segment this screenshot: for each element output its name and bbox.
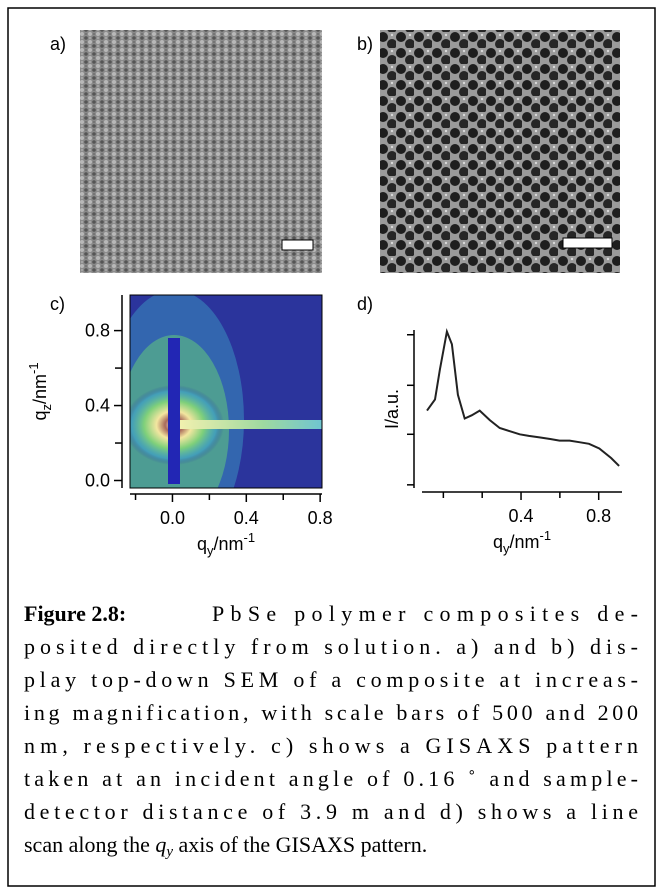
caption-label: Figure 2.8: (24, 601, 126, 626)
sem-image-a (80, 30, 322, 273)
axis-label-superscript: -1 (243, 530, 255, 545)
caption-subscript: y (164, 844, 173, 860)
scale-bar (562, 237, 613, 249)
axis-label-subscript: y (503, 541, 510, 556)
axis-label-symbol: q (30, 411, 50, 421)
sem-image-b (380, 30, 620, 273)
panel-label: b) (357, 34, 373, 54)
plot-frame (129, 294, 323, 489)
axis-label-symbol: q (197, 534, 207, 554)
x-tick-label: 0.4 (509, 506, 534, 526)
y-axis-label: qz/nm-1 (26, 362, 54, 420)
caption-line: detector distance of 3.9 m and d) shows … (24, 799, 638, 824)
caption-line: play top-down SEM of a composite at incr… (24, 667, 638, 692)
caption-line: nm, respectively. c) shows a GISAXS patt… (24, 733, 638, 758)
caption-line: ing magnification, with scale bars of 50… (24, 700, 638, 725)
caption-line: posited directly from solution. a) and b… (24, 634, 638, 659)
panel-label: d) (357, 294, 373, 314)
axis-label-unit: /nm (509, 532, 539, 552)
axis-label-superscript: -1 (539, 528, 551, 543)
x-axis-label: qy/nm-1 (197, 530, 255, 558)
scale-bar (281, 239, 314, 251)
x-tick-label: 0.8 (308, 508, 333, 528)
panel-label: c) (50, 294, 65, 314)
y-tick-label: 0.4 (85, 396, 110, 416)
caption-symbol: q (155, 832, 166, 857)
x-axis-label: qy/nm-1 (493, 528, 551, 556)
axis-label-unit: /nm (213, 534, 243, 554)
gisaxs-pattern (130, 295, 322, 488)
data-line (426, 328, 620, 467)
caption-text: axis of the GISAXS pattern. (173, 832, 427, 857)
y-tick-label: 0.8 (85, 321, 110, 341)
x-tick-label: 0.8 (586, 506, 611, 526)
axis-label-subscript: z (39, 404, 54, 411)
panel-label: a) (50, 34, 66, 54)
caption-text: scan along the (24, 832, 155, 857)
caption-line: scan along the qy axis of the GISAXS pat… (24, 832, 427, 860)
figure-border (7, 7, 656, 887)
caption-line: taken at an incident angle of 0.16 ˚ and… (24, 766, 638, 791)
axis-label-subscript: y (207, 543, 214, 558)
axis-label-superscript: -1 (26, 362, 41, 374)
x-tick-label: 0.0 (160, 508, 185, 528)
y-tick-label: 0.0 (85, 471, 110, 491)
y-axis-label: I/a.u. (382, 389, 402, 429)
axis-label-unit: /nm (30, 374, 50, 404)
axis-label-symbol: q (493, 532, 503, 552)
caption-line: PbSe polymer composites de- (212, 601, 638, 626)
x-tick-label: 0.4 (234, 508, 259, 528)
caption: Figure 2.8: PbSe polymer composites de- … (24, 601, 638, 860)
